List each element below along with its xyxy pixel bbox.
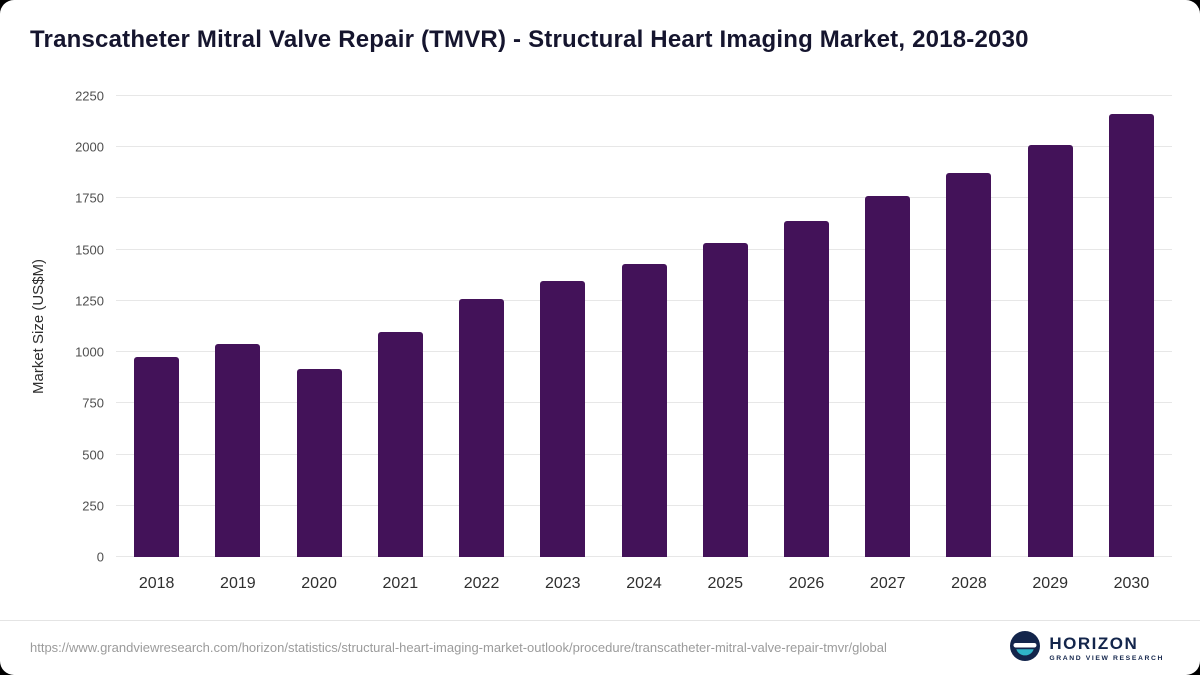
bar-2021 [377,331,423,557]
bar-column-2021 [360,96,441,557]
chart-area: Market Size (US$M) 0 250 500 750 1000 1250 150… [30,89,1172,595]
bar-2023 [540,281,586,557]
bar-2028 [946,172,992,557]
gridline-2250 [116,95,1172,96]
bar-2030 [1108,114,1154,557]
horizon-logo-icon [1010,630,1041,666]
y-tick-label-750: 750 [82,395,104,411]
y-axis-title: Market Size (US$M) [30,258,47,395]
bar-2029 [1027,145,1073,557]
x-tick-label-2028: 2028 [951,575,987,592]
bar-column-2022 [441,96,522,557]
source-url: https://www.grandviewresearch.com/horizo… [30,639,887,655]
bar-column-2019 [197,96,278,557]
footer: https://www.grandviewresearch.com/horizo… [0,620,1200,675]
x-tick-label-2020: 2020 [301,575,337,592]
gridline-1500 [116,248,1172,250]
horizon-logo-text: HORIZON GRAND VIEW RESEARCH [1049,634,1164,662]
bar-column-2018 [116,96,197,557]
bar-column-2028 [928,96,1009,557]
x-axis-labels: 2018 2019 2020 2021 2022 2023 2024 2025 2026 2027… [116,557,1172,595]
x-tick-label-2024: 2024 [626,575,662,592]
x-tick-label-2027: 2027 [869,575,906,592]
y-tick-label-500: 500 [82,447,104,463]
horizon-logo: HORIZON GRAND VIEW RESEARCH [1010,630,1164,666]
bar-2025 [702,242,748,557]
horizon-logo-subtitle: GRAND VIEW RESEARCH [1049,655,1164,662]
x-tick-label-2026: 2026 [788,575,825,592]
bar-column-2029 [1010,96,1091,557]
bar-2024 [621,264,667,557]
bar-2019 [215,343,261,557]
bar-column-2025 [685,96,766,557]
x-tick-label-2019: 2019 [220,575,256,592]
bar-column-2030 [1091,96,1172,557]
y-tick-label-250: 250 [82,498,104,514]
x-tick-label-2018: 2018 [138,575,175,592]
y-tick-label-2250: 2250 [75,88,104,104]
y-tick-label-1000: 1000 [75,344,104,360]
bar-2026 [783,220,829,557]
chart-title: Transcatheter Mitral Valve Repair (TMVR)… [30,26,1029,53]
y-tick-label-1750: 1750 [75,190,104,206]
bar-2018 [134,357,180,557]
x-tick-label-2029: 2029 [1032,575,1068,592]
y-tick-label-1500: 1500 [75,242,104,258]
x-tick-label-2023: 2023 [544,575,581,592]
y-axis-ticks: 0 250 500 750 1000 1250 1500 1750 2000 2250 [58,89,116,565]
bar-column-2023 [522,96,603,557]
bars [116,96,1172,557]
bar-column-2020 [278,96,359,557]
y-tick-label-0: 0 [96,549,104,565]
bar-2020 [296,368,342,557]
bar-column-2024 [603,96,684,557]
bar-2022 [459,298,505,557]
y-tick-label-2000: 2000 [75,139,104,155]
horizon-logo-name: HORIZON [1049,634,1139,653]
bar-2027 [865,196,911,557]
y-tick-label-1250: 1250 [75,293,104,309]
gridline-2000 [116,146,1172,148]
x-tick-label-2021: 2021 [382,575,419,592]
bar-column-2026 [766,96,847,557]
x-tick-label-2022: 2022 [463,575,500,592]
bar-column-2027 [847,96,928,557]
x-tick-label-2030: 2030 [1113,575,1150,592]
x-tick-label-2025: 2025 [707,575,744,592]
gridline-1750 [116,197,1172,199]
plot-area [116,95,1172,557]
